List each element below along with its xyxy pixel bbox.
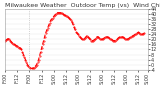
Text: Milwaukee Weather  Outdoor Temp (vs)  Wind Chill per Minute (Last 24 Hours): Milwaukee Weather Outdoor Temp (vs) Wind… [5,3,160,8]
